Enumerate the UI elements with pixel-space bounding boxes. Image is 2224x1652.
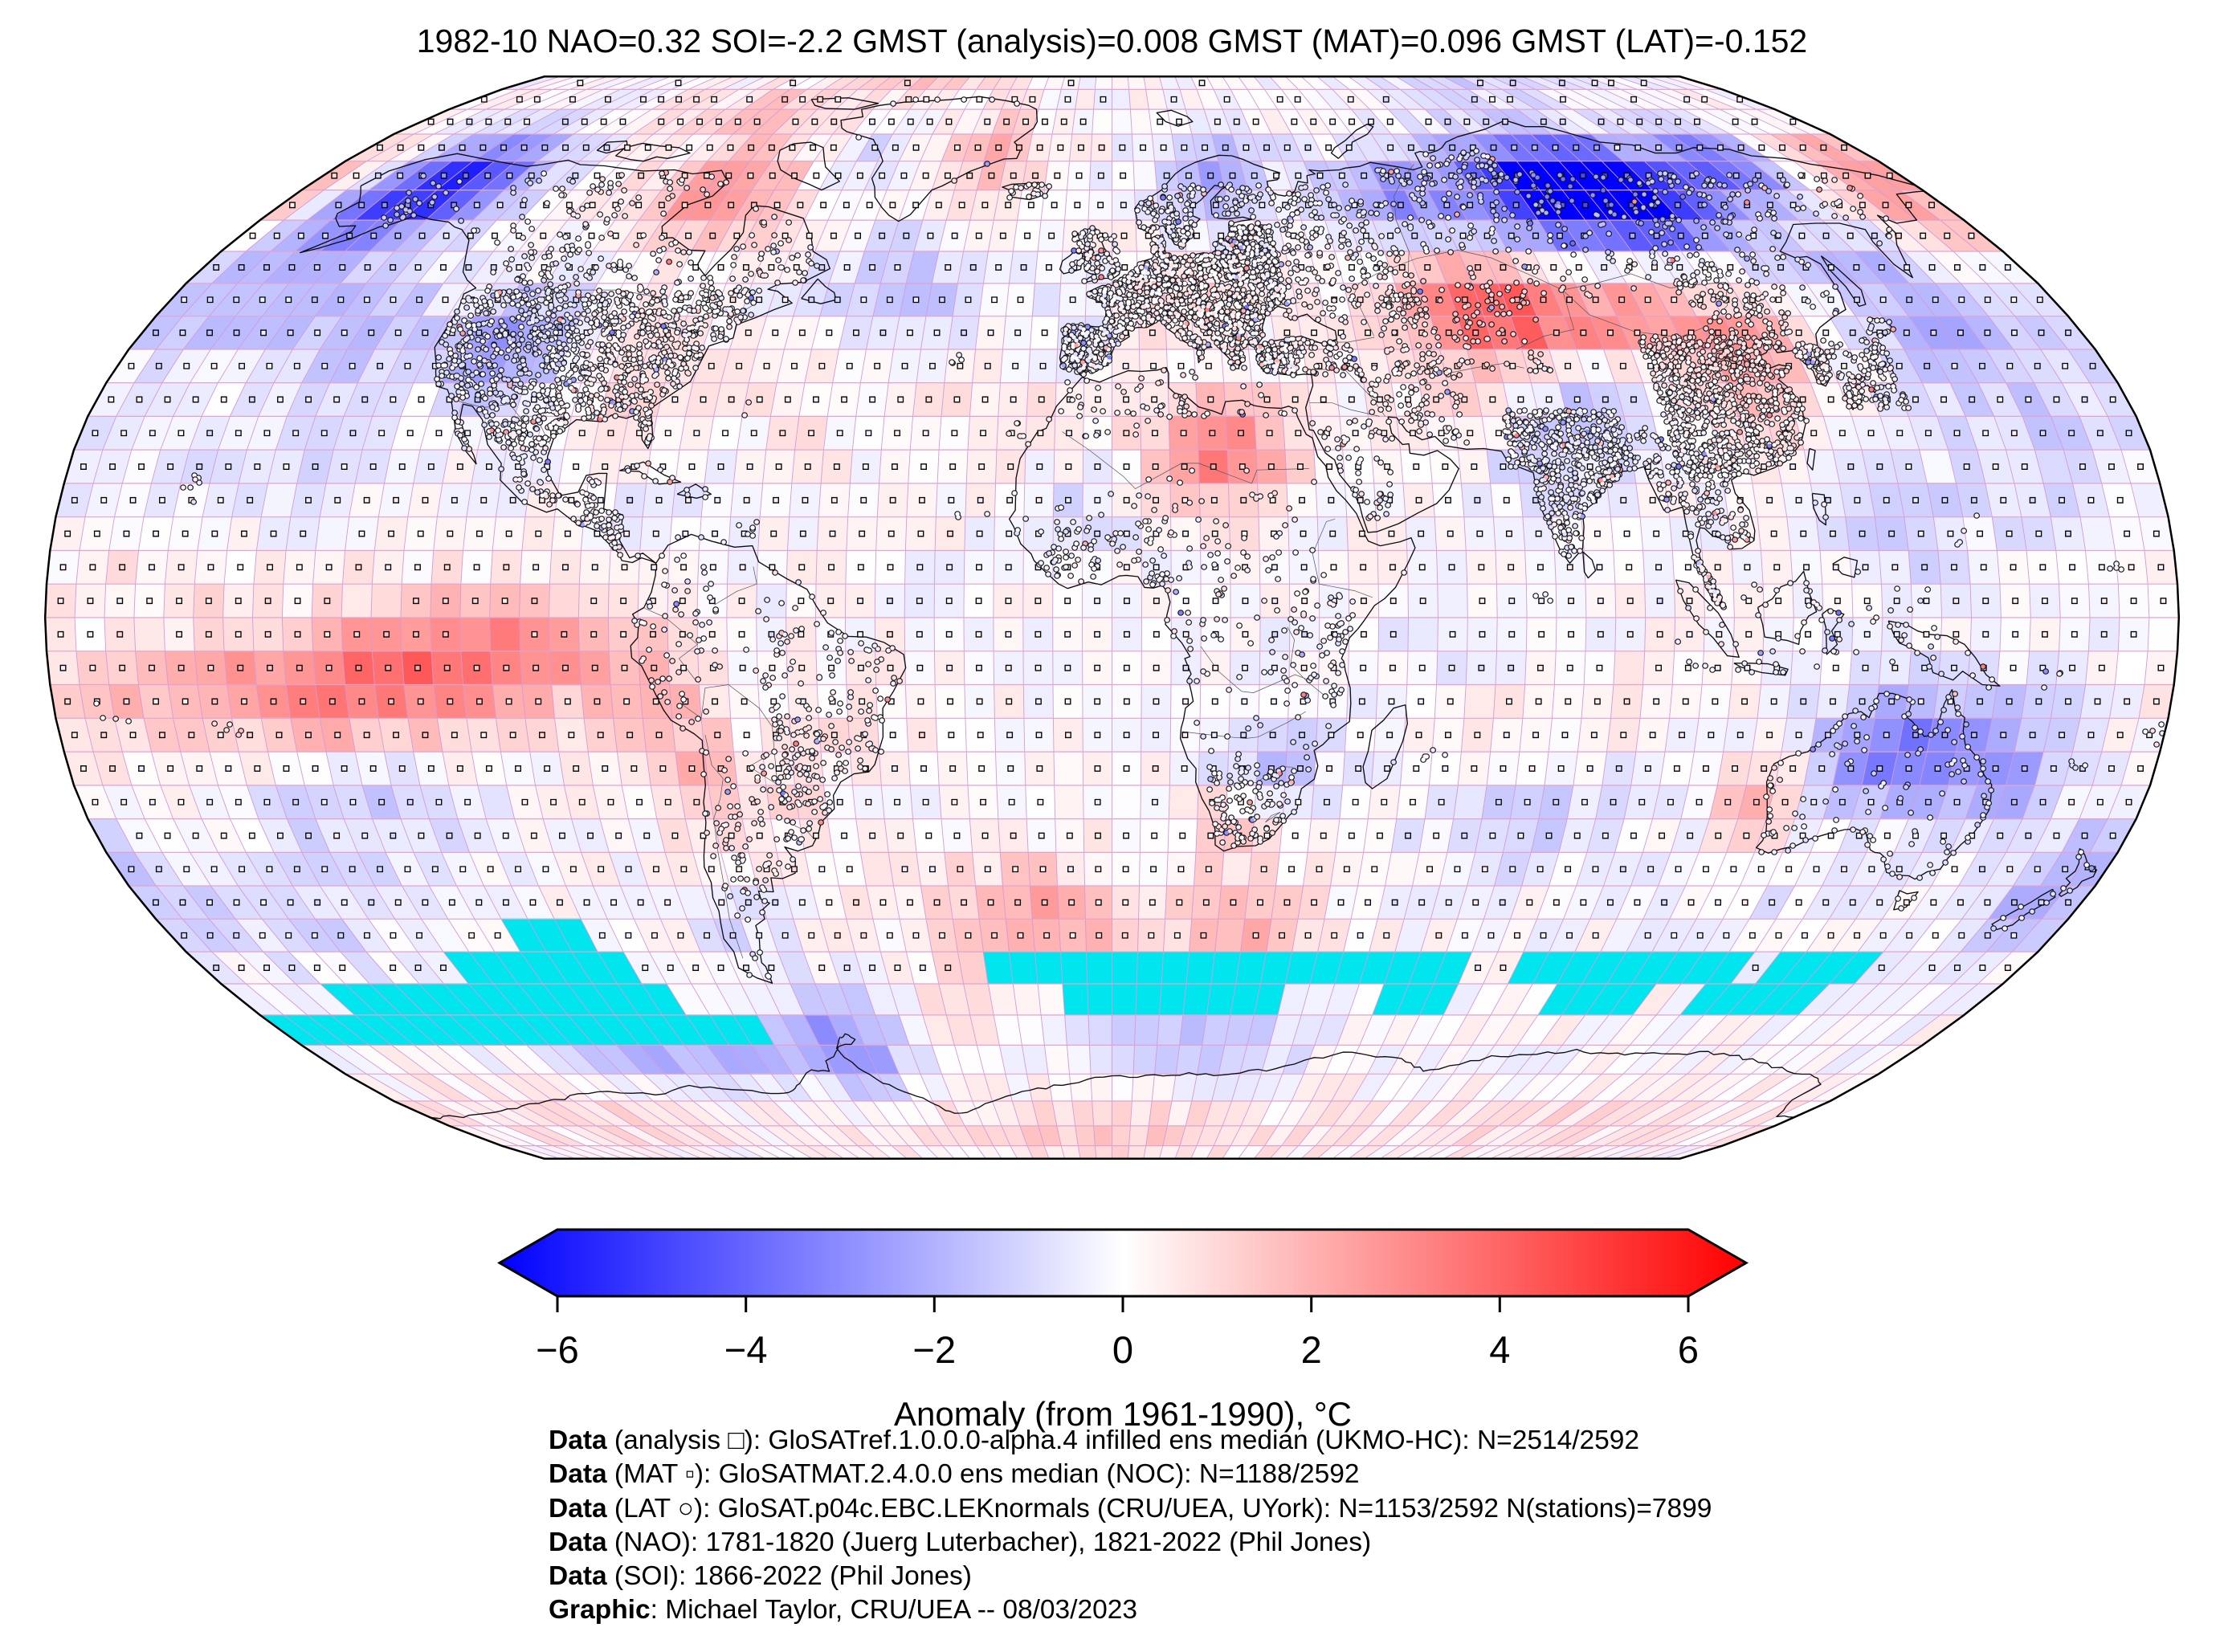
svg-text:2: 2 xyxy=(1301,1328,1322,1371)
svg-text:6: 6 xyxy=(1678,1328,1699,1371)
svg-text:4: 4 xyxy=(1489,1328,1510,1371)
svg-text:−2: −2 xyxy=(913,1328,957,1371)
svg-text:0: 0 xyxy=(1112,1328,1133,1371)
svg-text:Anomaly (from 1961-1990), °C: Anomaly (from 1961-1990), °C xyxy=(894,1395,1352,1433)
svg-text:−6: −6 xyxy=(536,1328,579,1371)
svg-text:−4: −4 xyxy=(724,1328,768,1371)
